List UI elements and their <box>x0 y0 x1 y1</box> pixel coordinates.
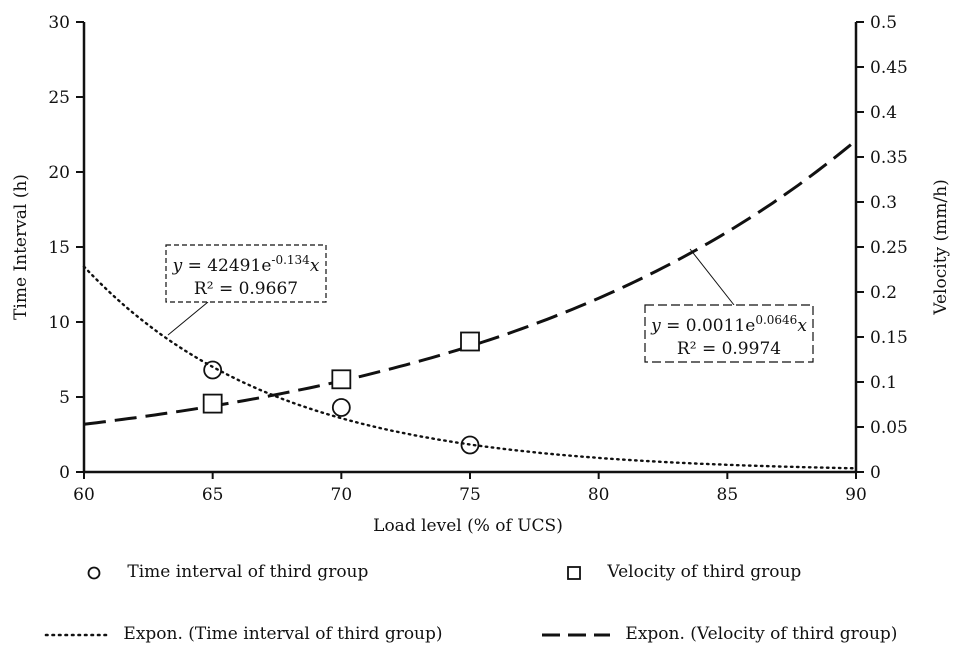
y2-tick-label: 0.25 <box>870 238 908 258</box>
y2-tick-label: 0.5 <box>870 13 897 33</box>
legend-label: Time interval of third group <box>127 562 369 582</box>
y-tick-label: 15 <box>48 238 70 258</box>
legend-item-time-trend: Expon. (Time interval of third group) <box>44 624 443 644</box>
y2-tick-label: 0.1 <box>870 373 897 393</box>
velocity-r2: R² = 0.9974 <box>677 339 781 359</box>
y2-tick-label: 0.45 <box>870 58 908 78</box>
x-tick-label: 65 <box>202 485 224 505</box>
velocity-equation: y = 0.0011e0.0646x <box>650 313 807 336</box>
y2-tick-label: 0.05 <box>870 418 908 438</box>
y-tick-label: 10 <box>48 313 70 333</box>
time-interval-point <box>331 398 351 417</box>
equation-box <box>165 244 327 303</box>
x-axis-title: Load level (% of UCS) <box>373 516 563 536</box>
legend-label: Expon. (Time interval of third group) <box>123 624 443 644</box>
x-tick-label: 90 <box>845 485 867 505</box>
equation-leader-line <box>689 248 735 306</box>
velocity-point <box>202 393 223 414</box>
legend-label: Velocity of third group <box>607 562 802 582</box>
y-tick-label: 20 <box>48 163 70 183</box>
y-axis-title: Time Interval (h) <box>11 174 31 320</box>
legend-item-velocity-trend: Expon. (Velocity of third group) <box>540 624 897 644</box>
legend-item-velocity: Velocity of third group <box>566 562 801 582</box>
y-tick-label: 25 <box>48 88 70 108</box>
y-tick-label: 5 <box>59 388 70 408</box>
plot-area: 60 65 70 75 80 85 9005101520253000.050.10.150.… <box>48 13 908 505</box>
equation-box <box>644 304 814 363</box>
x-tick-label: 70 <box>331 485 353 505</box>
legend-item-time-interval: Time interval of third group <box>86 562 368 582</box>
dashed-line-icon <box>542 633 610 636</box>
x-tick-label: 75 <box>459 485 481 505</box>
circle-marker-icon <box>87 566 101 579</box>
time-interval-point <box>203 360 223 380</box>
equation-leader-line <box>167 301 209 336</box>
y2-axis-title: Velocity (mm/h) <box>931 179 951 315</box>
time-interval-r2: R² = 0.9667 <box>194 279 298 299</box>
velocity-point <box>460 331 480 352</box>
y2-tick-label: 0 <box>870 463 881 483</box>
square-marker-icon <box>567 565 581 580</box>
y-tick-label: 30 <box>48 13 70 33</box>
velocity-point <box>331 369 352 390</box>
dotted-line-icon <box>44 633 108 636</box>
time-interval-equation: y = 42491e-0.134x <box>172 253 320 276</box>
x-tick-label: 80 <box>588 485 610 505</box>
y2-tick-label: 0.2 <box>870 283 897 303</box>
y2-tick-label: 0.4 <box>870 103 897 123</box>
legend-label: Expon. (Velocity of third group) <box>625 624 898 644</box>
time-interval-point <box>460 435 480 455</box>
x-tick-label: 60 <box>73 485 95 505</box>
x-tick-label: 85 <box>717 485 739 505</box>
time-interval-trendline <box>82 265 858 470</box>
y2-tick-label: 0.3 <box>870 193 897 213</box>
y-tick-label: 0 <box>59 463 70 483</box>
y2-tick-label: 0.15 <box>870 328 908 348</box>
y2-tick-label: 0.35 <box>870 148 908 168</box>
